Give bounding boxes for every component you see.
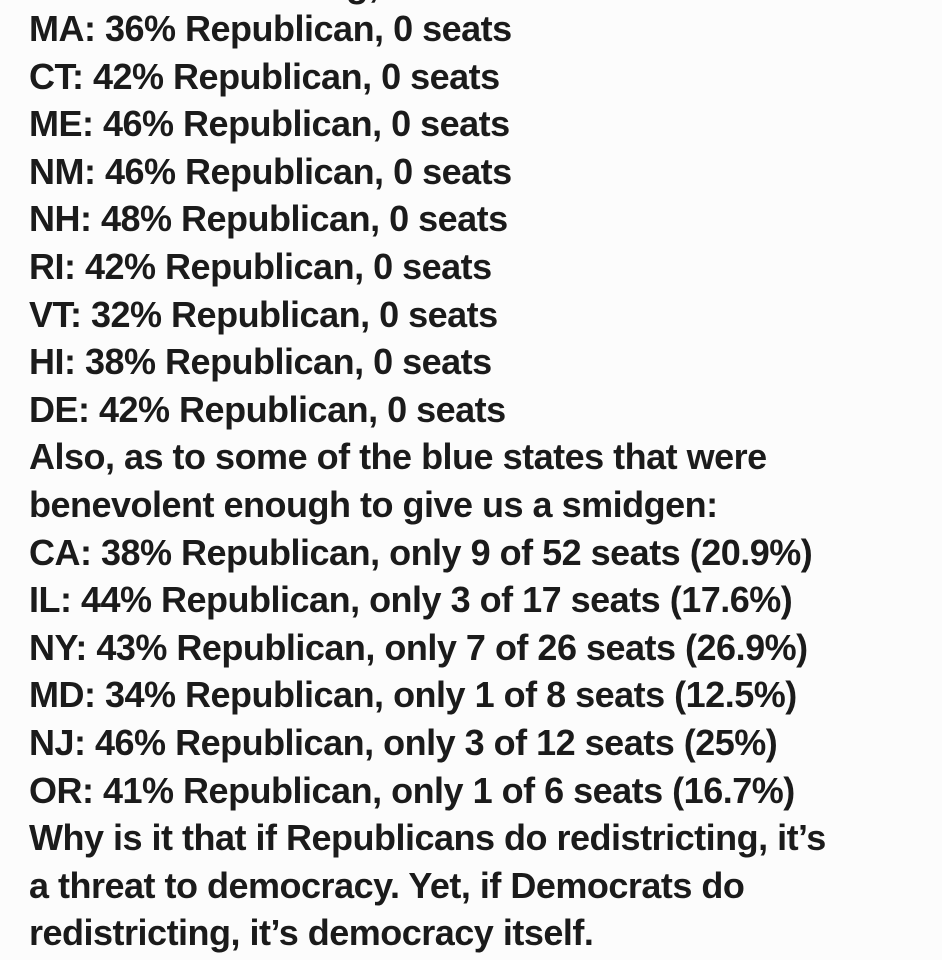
text-line-question-3: redistricting, it’s democracy itself. (29, 912, 594, 954)
text-line-ma: MA: 36% Republican, 0 seats (29, 8, 512, 49)
text-line-de: DE: 42% Republican, 0 seats (29, 388, 506, 430)
text-line-il: IL: 44% Republican, only 3 of 17 seats (… (29, 579, 793, 621)
text-line-ca: CA: 38% Republican, only 9 of 52 seats (… (29, 531, 813, 573)
text-line-md: MD: 34% Republican, only 1 of 8 seats (1… (29, 674, 797, 716)
text-line-also-2: benevolent enough to give us a smidgen: (29, 483, 718, 525)
text-line-question-1: Why is it that if Republicans do redistr… (29, 817, 826, 859)
text-line-nj: NJ: 46% Republican, only 3 of 12 seats (… (29, 721, 778, 763)
text-line-me: ME: 46% Republican, 0 seats (29, 103, 510, 145)
text-line-or: OR: 41% Republican, only 1 of 6 seats (1… (29, 769, 795, 811)
text-line-ct: CT: 42% Republican, 0 seats (29, 55, 500, 97)
text-line-vt: VT: 32% Republican, 0 seats (29, 293, 498, 335)
text-line-nh: NH: 48% Republican, 0 seats (29, 198, 508, 240)
post-text: MA: 36% Republican, 0 seats CT: 42% Repu… (29, 5, 932, 957)
text-line-also-1: Also, as to some of the blue states that… (29, 436, 767, 478)
cropped-line-fragment: g, (346, 0, 379, 8)
text-line-ny: NY: 43% Republican, only 7 of 26 seats (… (29, 626, 808, 668)
text-line-ri: RI: 42% Republican, 0 seats (29, 245, 492, 287)
text-line-nm: NM: 46% Republican, 0 seats (29, 150, 512, 192)
text-line-question-2: a threat to democracy. Yet, if Democrats… (29, 864, 745, 906)
text-line-hi: HI: 38% Republican, 0 seats (29, 341, 492, 383)
